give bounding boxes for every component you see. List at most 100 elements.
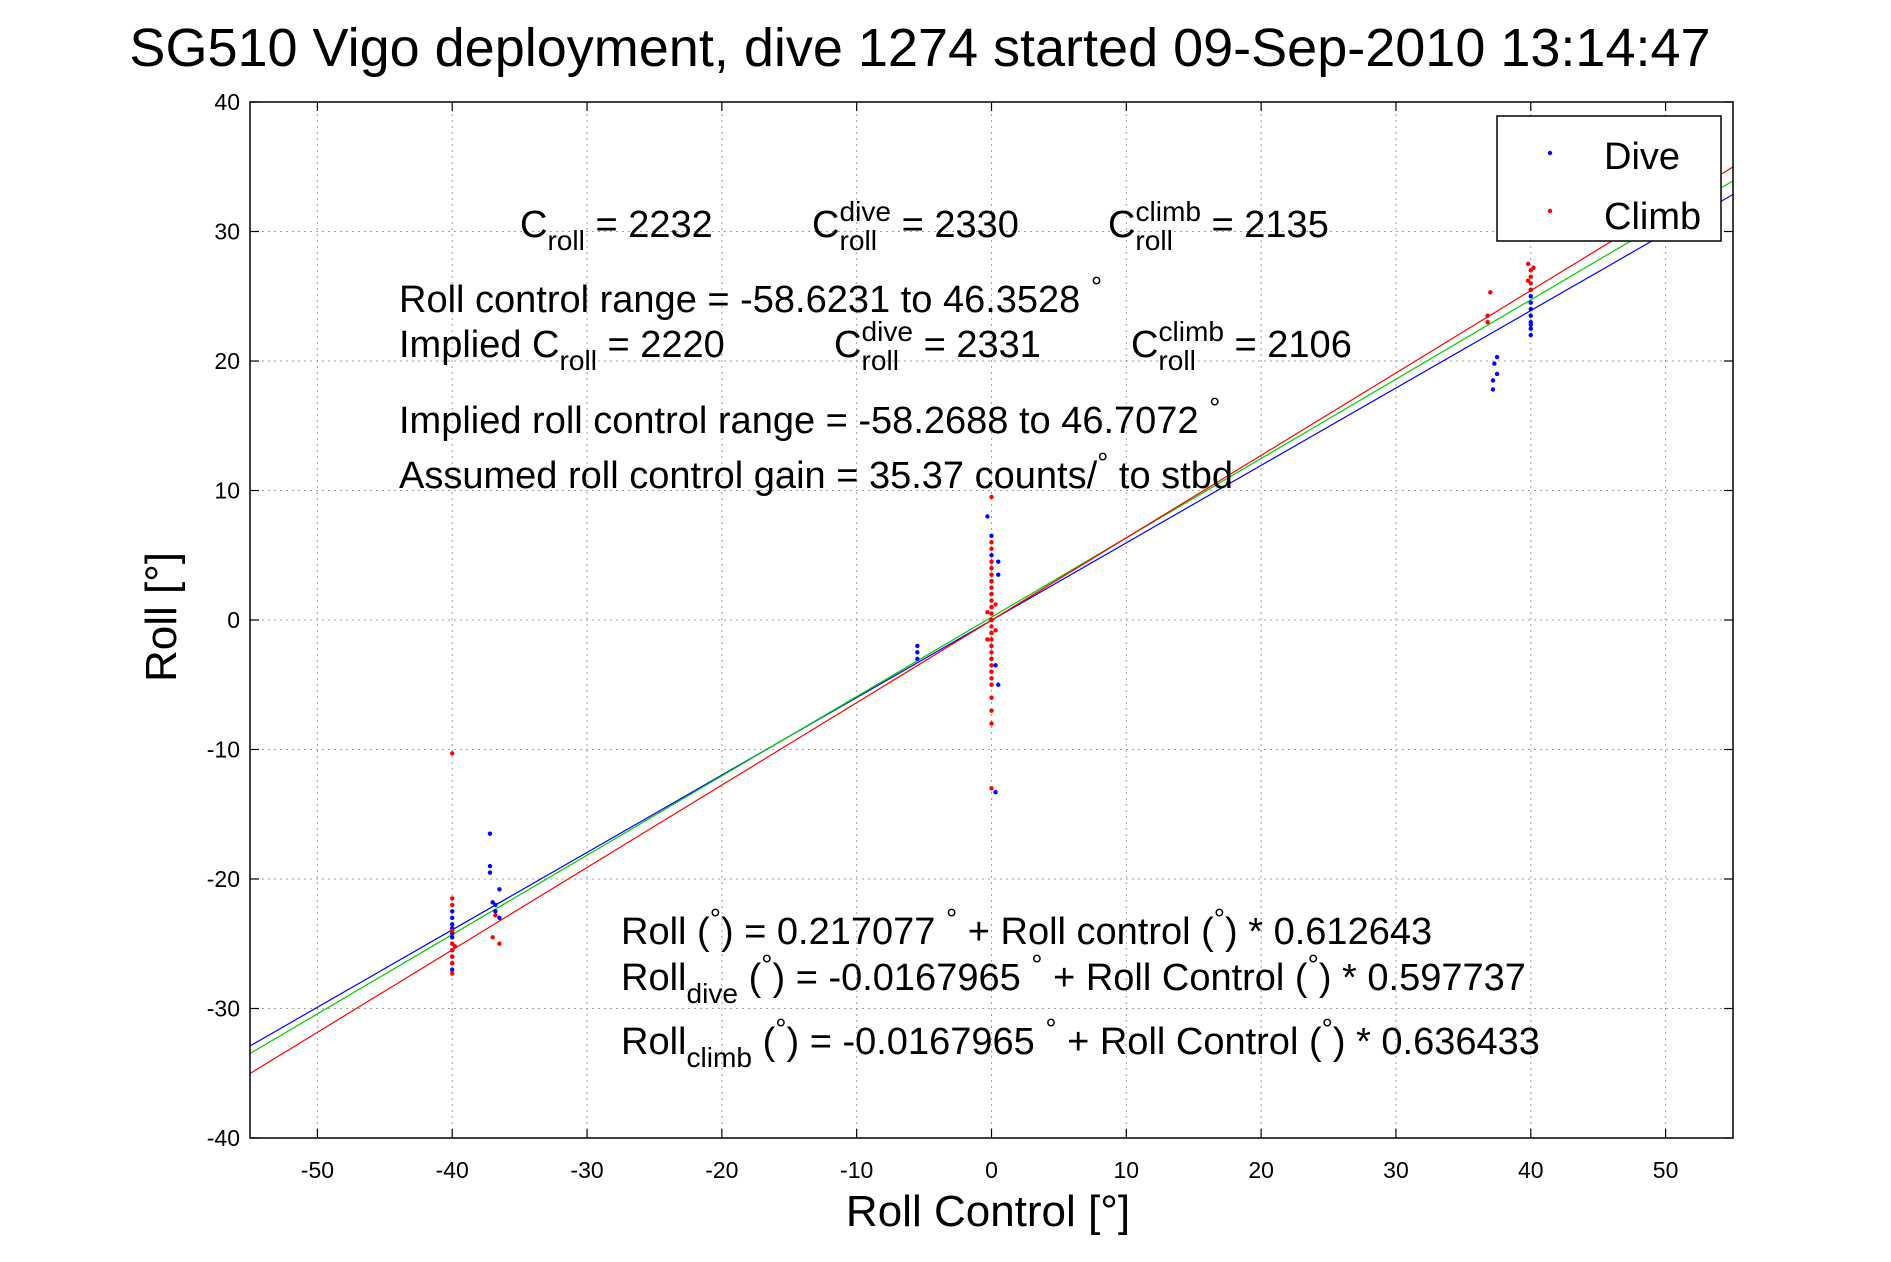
y-tick-label: -20 [207,866,240,892]
climb-point [985,637,990,642]
climb-point [452,944,458,949]
climb-point [1525,261,1531,267]
dive-point [1490,378,1496,383]
annotation-run: Implied C [399,324,560,366]
climb-point [989,572,994,577]
climb-point [989,566,994,571]
x-tick-label: -30 [570,1157,603,1183]
annotation-run: climb [1158,316,1224,347]
climb-point [1525,278,1531,283]
climb-point [989,578,994,584]
annotation-run: climb [1135,196,1201,227]
dive-point [1490,387,1496,392]
dive-point [487,863,493,869]
legend-label-dive: Dive [1604,136,1680,178]
dive-point [915,643,920,649]
annotation-run: ) = -0.0167965 [772,957,1031,999]
annotation-run: ° [1091,271,1102,302]
climb-point [989,540,994,545]
x-tick-label: -10 [840,1157,873,1183]
annotation-gain: Assumed roll control gain = 35.37 counts… [399,447,1233,497]
y-tick-label: 20 [214,348,240,374]
annotation-fit-all: Roll (°) = 0.217077 ° + Roll control (°)… [621,903,1432,953]
dive-point [985,514,990,519]
climb-point [989,604,994,610]
climb-point [989,650,994,655]
annotation-run: Roll control range = -58.6231 to 46.3528 [399,279,1091,321]
annotation-implied-c-roll: Implied Croll = 2220 [399,324,725,376]
x-tick-label: -50 [301,1157,334,1183]
annotation-run: ° [761,949,772,980]
climb-point [1485,319,1490,325]
y-tick-label: 40 [214,89,240,115]
legend-label-climb: Climb [1604,196,1701,238]
annotation-implied-c-roll-dive: Cdive roll = 2331 [834,316,1041,376]
annotation-run: ° [1209,392,1220,423]
dive-point [1528,326,1533,331]
climb-point [450,971,455,976]
x-tick-label: 30 [1383,1157,1409,1183]
annotation-run: = 2220 [597,324,725,366]
annotation-run: = 2330 [891,204,1019,246]
climb-point [1531,265,1536,270]
dive-point [1528,307,1533,312]
annotation-run: ° [710,903,721,934]
annotation-run: roll [560,345,597,376]
annotation-run: + Roll Control ( [1057,1021,1322,1063]
climb-point [1488,290,1493,295]
annotation-implied-c-roll-climb: Cclimb roll = 2106 [1131,316,1352,376]
x-tick-label: -40 [436,1157,469,1183]
annotation-c-roll-dive: Cdive roll = 2330 [812,196,1019,256]
dive-point [915,650,920,655]
climb-point [490,935,495,940]
x-tick-label: 20 [1248,1157,1274,1183]
climb-point [450,928,455,933]
annotation-run: roll [547,225,584,256]
x-tick-label: -20 [705,1157,738,1183]
annotation-run: ° [946,903,957,934]
dive-point [497,915,502,921]
climb-point [989,630,994,636]
climb-point [989,682,994,687]
annotation-c-roll: Croll = 2232 [520,204,713,256]
annotation-run: = 2135 [1201,204,1329,246]
climb-point [989,611,994,616]
climb-point [989,708,994,713]
climb-point [450,751,455,756]
dive-point [1528,294,1533,299]
climb-point [989,617,994,623]
annotation-fit-dive: Rolldive (°) = -0.0167965 ° + Roll Contr… [621,949,1526,1009]
climb-point [989,663,994,668]
dive-point [1528,313,1533,318]
annotation-run: + Roll control ( [957,911,1214,953]
dive-point [993,790,998,795]
x-tick-label: 50 [1653,1157,1679,1183]
dive-point [450,922,455,927]
dive-point [1494,371,1500,377]
climb-point [989,494,994,500]
annotation-run: ° [1322,1013,1333,1044]
climb-point [450,954,455,959]
annotation-run: roll [840,225,877,256]
climb-point [989,786,994,791]
y-axis-label: Roll [°] [137,552,186,682]
annotation-run: = 2106 [1224,324,1352,366]
climb-point [989,585,994,590]
y-tick-label: -30 [207,996,240,1022]
climb-point [989,591,994,597]
annotation-run: dive [686,978,738,1009]
climb-point [985,610,990,615]
annotation-run: + Roll Control ( [1043,957,1308,999]
fit-line [250,180,1733,1055]
climb-point [989,643,994,649]
climb-point [993,602,998,607]
climb-point [989,637,994,642]
x-tick-label: 0 [985,1157,998,1183]
climb-point [989,721,994,726]
annotation-run: = 2331 [913,324,1041,366]
annotation-run: Assumed roll control gain = 35.37 counts… [399,455,1098,497]
dive-point [1528,319,1533,325]
annotation-fit-climb: Rollclimb (°) = -0.0167965 ° + Roll Cont… [621,1013,1540,1073]
dive-point [989,553,994,558]
annotation-run: Roll [621,1021,686,1063]
